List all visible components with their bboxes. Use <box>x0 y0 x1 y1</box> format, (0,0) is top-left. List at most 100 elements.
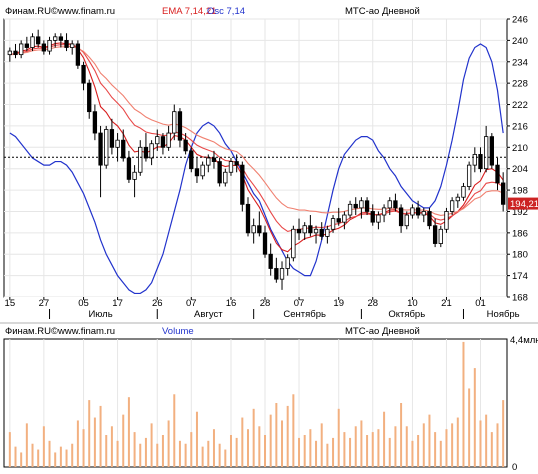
candle <box>347 200 353 219</box>
candle <box>75 40 81 69</box>
price-source-label: Финам.RU© <box>5 6 58 17</box>
ema-line-3 <box>9 45 504 216</box>
candle-body <box>478 154 483 170</box>
candle-body <box>138 146 143 173</box>
candle <box>501 172 506 212</box>
volume-bar <box>76 420 79 467</box>
volume-bar <box>485 414 488 467</box>
candle-body <box>347 203 353 216</box>
price-tick-label: 192 <box>512 207 528 218</box>
volume-bar <box>434 432 437 467</box>
candle <box>359 197 364 219</box>
candle <box>87 79 92 119</box>
day-tick-label: 21 <box>441 298 452 309</box>
price-tick-label: 210 <box>512 143 528 154</box>
volume-bar <box>337 408 340 467</box>
candle <box>325 225 330 244</box>
volume-bar <box>82 429 85 467</box>
candle-body <box>325 228 330 237</box>
candle-body <box>30 36 35 48</box>
candle <box>262 225 268 258</box>
candle-body <box>404 214 409 227</box>
day-tick-label: 28 <box>260 298 271 309</box>
volume-bar <box>178 440 181 467</box>
oscillator-line <box>9 43 504 295</box>
volume-bar <box>309 429 312 467</box>
candle-body <box>245 203 251 234</box>
volume-bar <box>156 443 159 467</box>
volume-plot-area <box>3 338 508 468</box>
price-tick-label: 240 <box>512 36 528 47</box>
candle-body <box>109 129 115 148</box>
candle-body <box>302 225 307 234</box>
day-tick-label: 10 <box>407 298 418 309</box>
volume-min-label: 0 <box>512 462 517 473</box>
candle-body <box>53 36 58 41</box>
candle <box>483 125 489 173</box>
volume-bar <box>349 437 352 467</box>
candle <box>330 215 336 233</box>
volume-bar <box>207 440 210 467</box>
day-tick-labels: 15 27 05 17 26 07 16 28 07 19 28 10 21 01 <box>5 297 486 309</box>
candle-body <box>234 161 239 166</box>
candle-body <box>359 200 364 209</box>
volume-bar <box>99 405 102 467</box>
candle-body <box>279 268 285 280</box>
volume-bar <box>320 423 323 467</box>
candle <box>342 211 347 230</box>
candle-body <box>444 211 449 230</box>
candle <box>166 125 171 151</box>
volume-bar <box>332 437 335 467</box>
candle <box>376 211 381 230</box>
volume-bar <box>252 408 255 467</box>
candle <box>302 222 307 240</box>
day-tick-label: 17 <box>112 298 123 309</box>
candle-body <box>449 200 455 212</box>
candle <box>211 150 217 169</box>
candle <box>279 261 285 290</box>
day-tick-label: 16 <box>226 298 237 309</box>
candle <box>194 158 200 183</box>
candle <box>268 243 273 276</box>
candle-body <box>36 36 41 45</box>
candle <box>98 125 103 198</box>
ema-layer <box>9 42 504 253</box>
candle-body <box>398 207 404 227</box>
candle <box>478 147 483 173</box>
candle-body <box>149 143 154 159</box>
candle-body <box>41 43 47 52</box>
volume-bar <box>127 397 130 467</box>
candle-body <box>466 164 472 187</box>
candle <box>455 193 460 208</box>
volume-bar <box>195 411 198 467</box>
candle <box>404 211 409 230</box>
volume-bar <box>31 443 34 467</box>
candle <box>427 207 432 230</box>
volume-bar <box>496 423 499 467</box>
ema-line-1 <box>9 42 504 253</box>
volume-bar <box>343 432 346 467</box>
candle <box>291 225 296 262</box>
candle <box>245 197 251 237</box>
candle <box>257 211 262 237</box>
volume-panel: Финам.RU© www.finam.ru Volume МТС-ао Дне… <box>0 322 538 473</box>
volume-bar <box>298 437 301 467</box>
candle <box>53 33 58 48</box>
candle <box>24 36 30 52</box>
volume-bar <box>241 417 244 467</box>
candle <box>183 133 188 155</box>
volume-bar <box>54 452 57 467</box>
price-tick-label: 168 <box>512 293 528 304</box>
candle-body <box>47 39 52 52</box>
candle <box>132 165 137 198</box>
volume-bar <box>8 432 11 467</box>
candle-body <box>364 200 370 212</box>
volume-bar <box>235 437 238 467</box>
volume-bar <box>468 388 471 467</box>
candle-body <box>495 164 500 184</box>
volume-bar <box>275 403 278 467</box>
candle-body <box>376 214 381 223</box>
candle <box>251 218 256 244</box>
price-tick-label: 216 <box>512 121 528 132</box>
candle <box>381 204 387 223</box>
